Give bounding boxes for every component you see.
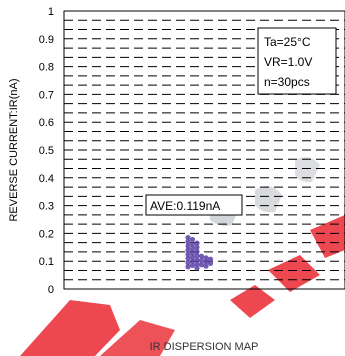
data-point bbox=[189, 236, 196, 243]
data-point bbox=[185, 264, 191, 270]
data-point bbox=[189, 254, 196, 260]
data-point bbox=[203, 259, 209, 265]
y-axis-label: REVERSE CURRENT:IR(nA) bbox=[8, 78, 20, 221]
y-tick-label: 0.6 bbox=[39, 117, 54, 129]
y-tick-label: 0.2 bbox=[39, 228, 54, 240]
condition-voltage: VR=1.0V bbox=[264, 55, 312, 69]
data-point bbox=[185, 255, 191, 262]
data-point bbox=[185, 234, 191, 241]
y-tick-label: 0.7 bbox=[39, 89, 54, 101]
data-point bbox=[189, 250, 196, 256]
data-point bbox=[203, 263, 209, 269]
data-point bbox=[185, 247, 191, 253]
data-point bbox=[194, 244, 200, 250]
data-point bbox=[207, 260, 214, 267]
data-point bbox=[194, 240, 200, 246]
watermark-logo bbox=[20, 156, 345, 356]
y-tick-label: 0.5 bbox=[39, 145, 54, 157]
y-tick-label: 0.1 bbox=[39, 256, 54, 268]
data-point bbox=[198, 253, 205, 259]
y-tick-label: 0.9 bbox=[39, 34, 54, 46]
data-point bbox=[194, 253, 200, 259]
data-point bbox=[198, 258, 205, 264]
data-point bbox=[189, 246, 196, 252]
y-tick-label: 0.3 bbox=[39, 201, 54, 213]
average-box: AVE:0.119nA bbox=[145, 194, 243, 216]
data-points bbox=[185, 234, 214, 271]
data-point bbox=[189, 241, 196, 248]
data-point bbox=[194, 248, 200, 255]
data-point bbox=[185, 239, 191, 245]
data-point bbox=[194, 265, 200, 271]
conditions-box: Ta=25°C VR=1.0V n=30pcs bbox=[257, 27, 337, 95]
data-point bbox=[185, 243, 191, 249]
data-point bbox=[194, 257, 200, 263]
data-point bbox=[185, 259, 191, 266]
data-point bbox=[203, 255, 209, 261]
data-point bbox=[207, 256, 214, 262]
data-point bbox=[189, 262, 196, 268]
y-tick-label: 0.8 bbox=[39, 62, 54, 74]
condition-temperature: Ta=25°C bbox=[264, 35, 311, 49]
data-point bbox=[194, 261, 200, 267]
average-label: AVE:0.119nA bbox=[150, 199, 220, 213]
x-axis-label: IR DISPERSION MAP bbox=[150, 341, 259, 353]
data-point bbox=[185, 251, 191, 257]
y-axis-ticks: 0 0.1 0.2 0.3 0.4 0.5 0.6 0.7 0.8 0.9 1 bbox=[39, 6, 54, 296]
condition-sample-count: n=30pcs bbox=[264, 75, 310, 89]
y-tick-label: 0 bbox=[48, 284, 54, 296]
y-tick-label: 1 bbox=[48, 6, 54, 18]
data-point bbox=[198, 262, 205, 268]
y-tick-label: 0.4 bbox=[39, 173, 54, 185]
data-point bbox=[189, 258, 196, 264]
